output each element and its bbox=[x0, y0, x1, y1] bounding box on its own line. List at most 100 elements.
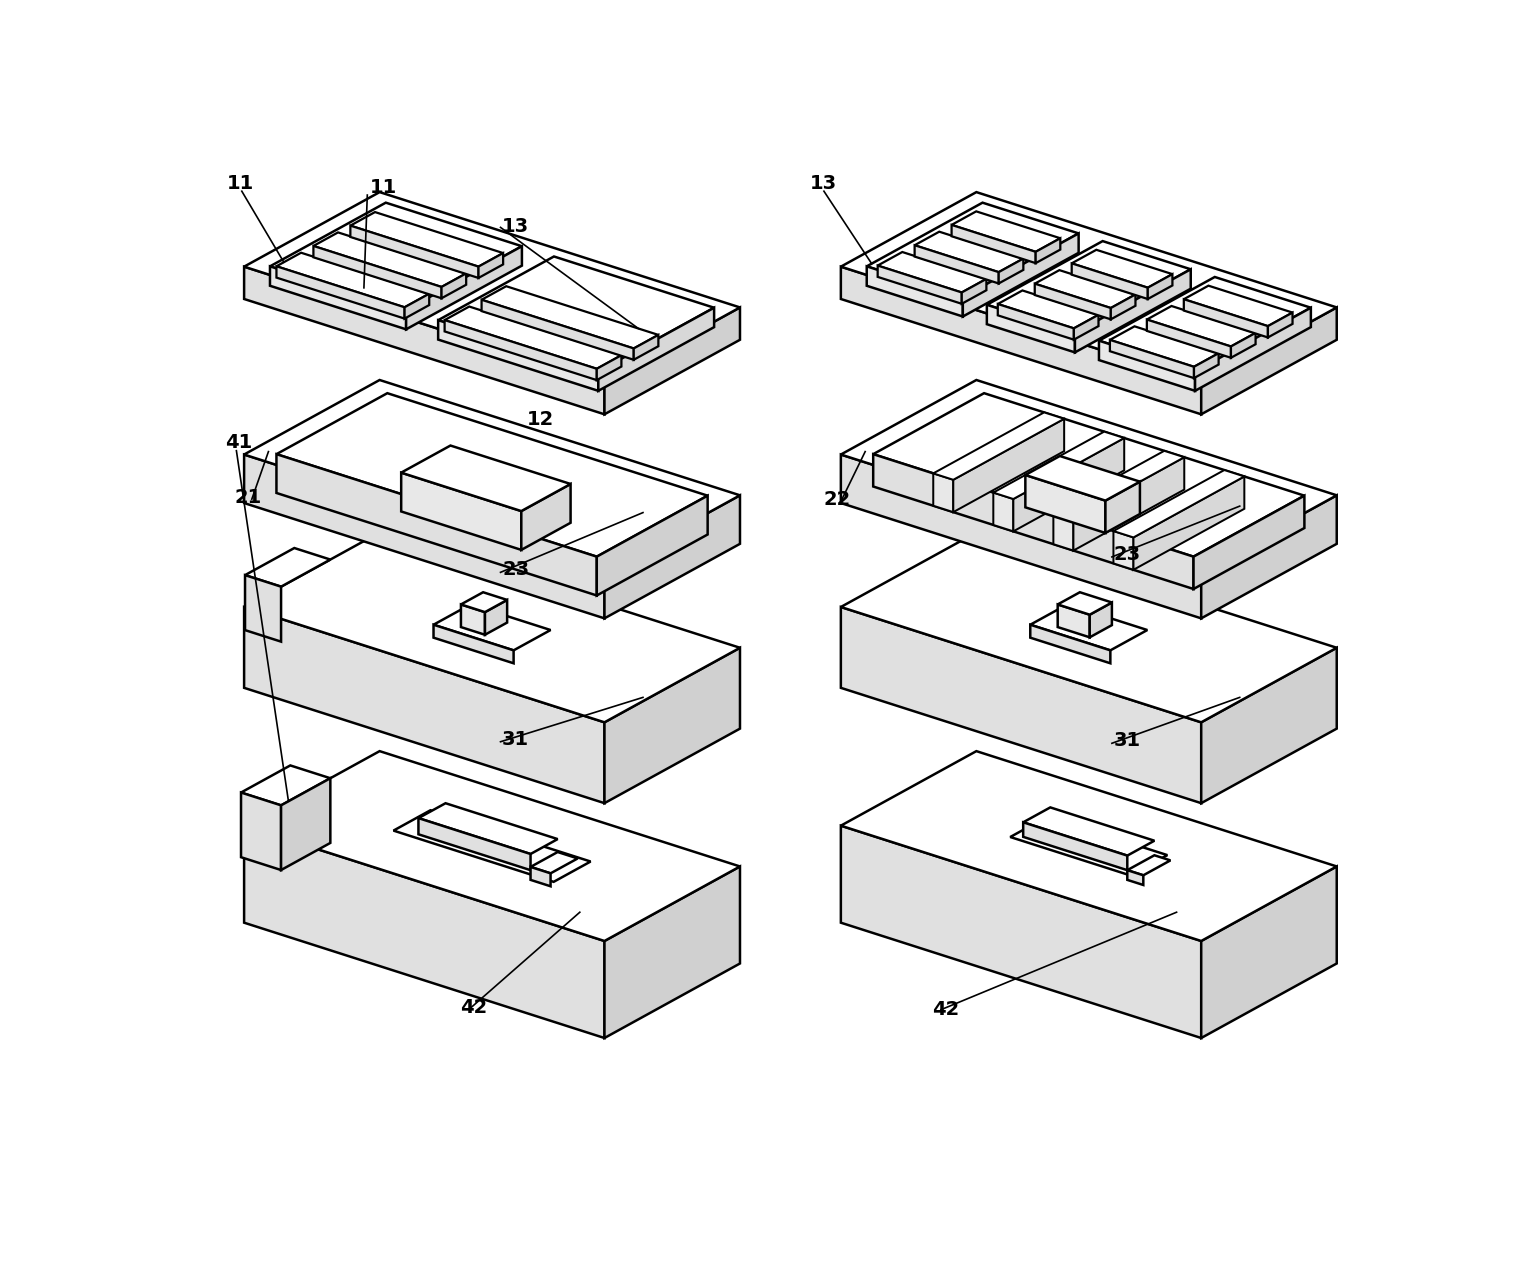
Polygon shape bbox=[1201, 308, 1336, 414]
Polygon shape bbox=[1030, 624, 1111, 663]
Polygon shape bbox=[245, 548, 330, 586]
Polygon shape bbox=[1110, 327, 1219, 367]
Polygon shape bbox=[878, 252, 986, 292]
Polygon shape bbox=[633, 335, 659, 360]
Polygon shape bbox=[1023, 823, 1128, 870]
Polygon shape bbox=[269, 203, 522, 310]
Polygon shape bbox=[1099, 277, 1310, 371]
Polygon shape bbox=[1134, 476, 1245, 570]
Polygon shape bbox=[915, 232, 1023, 272]
Polygon shape bbox=[240, 793, 282, 870]
Polygon shape bbox=[998, 290, 1099, 328]
Polygon shape bbox=[444, 320, 597, 380]
Text: 23: 23 bbox=[502, 561, 530, 580]
Polygon shape bbox=[1201, 648, 1336, 803]
Polygon shape bbox=[434, 604, 551, 651]
Polygon shape bbox=[933, 473, 953, 513]
Polygon shape bbox=[481, 300, 633, 360]
Polygon shape bbox=[461, 604, 486, 634]
Polygon shape bbox=[244, 533, 740, 723]
Polygon shape bbox=[244, 380, 740, 570]
Polygon shape bbox=[444, 306, 621, 368]
Text: 31: 31 bbox=[1114, 732, 1140, 751]
Polygon shape bbox=[1011, 817, 1167, 876]
Polygon shape bbox=[915, 246, 998, 284]
Polygon shape bbox=[604, 495, 740, 618]
Polygon shape bbox=[402, 446, 571, 511]
Polygon shape bbox=[953, 419, 1064, 513]
Text: 42: 42 bbox=[931, 1000, 959, 1019]
Polygon shape bbox=[866, 203, 1079, 298]
Polygon shape bbox=[1090, 603, 1113, 637]
Polygon shape bbox=[438, 257, 714, 371]
Text: 13: 13 bbox=[502, 216, 530, 235]
Polygon shape bbox=[597, 496, 708, 595]
Polygon shape bbox=[1111, 295, 1135, 319]
Polygon shape bbox=[1193, 496, 1304, 589]
Polygon shape bbox=[1268, 313, 1292, 338]
Polygon shape bbox=[1030, 604, 1148, 651]
Polygon shape bbox=[419, 818, 531, 870]
Text: 13: 13 bbox=[810, 173, 837, 192]
Polygon shape bbox=[314, 233, 466, 287]
Polygon shape bbox=[1058, 592, 1113, 615]
Polygon shape bbox=[951, 211, 1061, 252]
Polygon shape bbox=[874, 394, 1304, 557]
Text: 22: 22 bbox=[823, 490, 851, 509]
Polygon shape bbox=[840, 267, 1201, 414]
Polygon shape bbox=[277, 394, 708, 557]
Polygon shape bbox=[1148, 275, 1172, 299]
Polygon shape bbox=[986, 305, 1075, 352]
Polygon shape bbox=[244, 606, 604, 803]
Polygon shape bbox=[244, 192, 740, 382]
Polygon shape bbox=[486, 600, 507, 634]
Polygon shape bbox=[597, 356, 621, 380]
Polygon shape bbox=[604, 648, 740, 803]
Text: 21: 21 bbox=[234, 487, 262, 508]
Polygon shape bbox=[350, 225, 478, 279]
Polygon shape bbox=[1023, 808, 1154, 856]
Polygon shape bbox=[314, 246, 441, 299]
Polygon shape bbox=[994, 432, 1125, 499]
Polygon shape bbox=[1105, 481, 1140, 533]
Polygon shape bbox=[522, 484, 571, 549]
Polygon shape bbox=[244, 825, 604, 1038]
Polygon shape bbox=[406, 246, 522, 329]
Polygon shape bbox=[405, 294, 429, 319]
Polygon shape bbox=[998, 304, 1075, 339]
Polygon shape bbox=[1184, 286, 1292, 327]
Polygon shape bbox=[277, 253, 429, 308]
Polygon shape bbox=[1053, 511, 1073, 551]
Text: 11: 11 bbox=[370, 177, 397, 196]
Polygon shape bbox=[1231, 333, 1256, 358]
Polygon shape bbox=[419, 803, 557, 855]
Polygon shape bbox=[1026, 456, 1140, 500]
Text: 42: 42 bbox=[460, 998, 487, 1017]
Text: 23: 23 bbox=[1114, 546, 1140, 565]
Polygon shape bbox=[240, 766, 330, 805]
Polygon shape bbox=[874, 454, 1193, 589]
Polygon shape bbox=[282, 779, 330, 870]
Polygon shape bbox=[1148, 319, 1231, 358]
Polygon shape bbox=[1053, 451, 1184, 518]
Polygon shape bbox=[277, 454, 597, 595]
Polygon shape bbox=[531, 867, 551, 886]
Polygon shape bbox=[245, 575, 282, 642]
Polygon shape bbox=[244, 751, 740, 941]
Polygon shape bbox=[604, 866, 740, 1038]
Polygon shape bbox=[481, 286, 659, 348]
Polygon shape bbox=[461, 592, 507, 613]
Polygon shape bbox=[350, 213, 504, 267]
Polygon shape bbox=[986, 241, 1190, 333]
Polygon shape bbox=[1075, 270, 1190, 352]
Polygon shape bbox=[1035, 238, 1061, 263]
Polygon shape bbox=[1035, 284, 1111, 319]
Polygon shape bbox=[402, 472, 522, 549]
Polygon shape bbox=[840, 825, 1201, 1038]
Polygon shape bbox=[1128, 870, 1143, 885]
Polygon shape bbox=[1201, 866, 1336, 1038]
Polygon shape bbox=[1058, 604, 1090, 637]
Polygon shape bbox=[244, 454, 604, 618]
Polygon shape bbox=[604, 308, 740, 414]
Polygon shape bbox=[434, 624, 513, 663]
